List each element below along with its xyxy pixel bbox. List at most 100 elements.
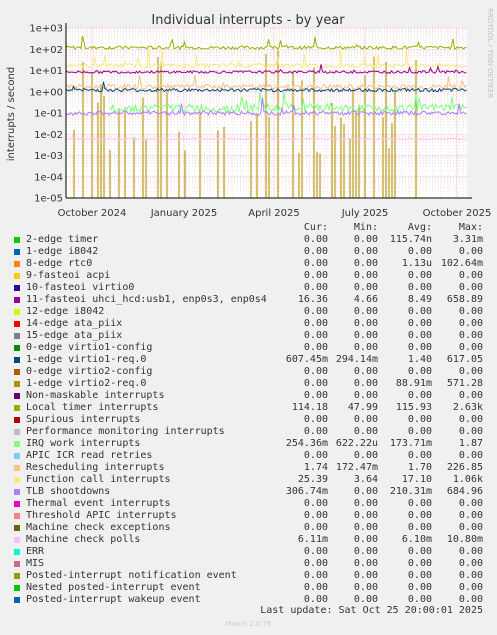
y-tick-label: 1e+03	[29, 24, 63, 35]
legend-avg-value: 6.10m	[401, 534, 432, 545]
legend-max-value: 571.28	[446, 378, 483, 389]
legend-cur-value: 0.00	[303, 594, 328, 605]
legend-label: Non-maskable interrupts	[26, 390, 165, 401]
legend-cur-value: 0.00	[303, 234, 328, 245]
legend-avg-value: 0.00	[407, 594, 432, 605]
legend-label: 8-edge rtc0	[26, 258, 93, 269]
legend-swatch	[14, 561, 20, 567]
x-tick-label: October 2025	[423, 208, 492, 219]
legend-cur-value: 0.00	[303, 558, 328, 569]
legend-cur-value: 0.00	[303, 366, 328, 377]
legend-max-value: 0.00	[458, 558, 483, 569]
legend-min-value: 0.00	[353, 414, 378, 425]
legend-min-value: 0.00	[353, 282, 378, 293]
legend-label: APIC ICR read retries	[26, 450, 153, 461]
legend-row: 1-edge i8042 0.00 0.00 0.00 0.00	[0, 246, 497, 258]
legend-avg-value: 0.00	[407, 366, 432, 377]
legend-max-value: 1.06k	[452, 474, 483, 485]
legend-row: Local timer interrupts 114.18 47.99 115.93 2…	[0, 402, 497, 414]
legend-min-value: 0.00	[353, 510, 378, 521]
legend-cur-value: 0.00	[303, 306, 328, 317]
legend-cur-value: 0.00	[303, 258, 328, 269]
legend-row: Performance monitoring interrupts 0.00 0.0…	[0, 426, 497, 438]
legend-row: Nested posted-interrupt event 0.00 0.00 0.0…	[0, 582, 497, 594]
legend-avg-value: 0.00	[407, 342, 432, 353]
series-line	[65, 81, 467, 93]
y-tick-label: 1e-03	[34, 151, 63, 162]
legend-cur-value: 0.00	[303, 390, 328, 401]
legend-row: 10-fasteoi virtio0 0.00 0.00 0.00 0.00	[0, 282, 497, 294]
legend-row: 12-edge i8042 0.00 0.00 0.00 0.00	[0, 306, 497, 318]
legend-max-value: 617.05	[446, 354, 483, 365]
legend-cur-value: 6.11m	[297, 534, 328, 545]
legend-min-value: 0.00	[353, 258, 378, 269]
legend-min-value: 0.00	[353, 450, 378, 461]
legend-min-value: 0.00	[353, 522, 378, 533]
legend-label: Spurious interrupts	[26, 414, 141, 425]
legend-avg-value: 0.00	[407, 558, 432, 569]
legend-row: Machine check exceptions 0.00 0.00 0.00 0.00	[0, 522, 497, 534]
legend-min-value: 0.00	[353, 570, 378, 581]
legend-max-value: 0.00	[458, 318, 483, 329]
x-tick-label: July 2025	[341, 208, 389, 219]
legend-swatch	[14, 465, 20, 471]
legend-swatch	[14, 237, 20, 243]
legend-max-value: 684.96	[446, 486, 483, 497]
legend-swatch	[14, 321, 20, 327]
legend-row: Threshold APIC interrupts 0.00 0.00 0.00 0.0…	[0, 510, 497, 522]
legend-row: APIC ICR read retries 0.00 0.00 0.00 0.00	[0, 450, 497, 462]
legend-label: Threshold APIC interrupts	[26, 510, 177, 521]
legend-label: 2-edge timer	[26, 234, 99, 245]
legend-row: Posted-interrupt notification event 0.00 0…	[0, 570, 497, 582]
legend-max-value: 0.00	[458, 498, 483, 509]
legend-cur-value: 254.36m	[285, 438, 328, 449]
legend-max-value: 0.00	[458, 246, 483, 257]
legend-swatch	[14, 285, 20, 291]
legend-label: Machine check exceptions	[26, 522, 171, 533]
legend-row: IRQ work interrupts 254.36m 622.22u 173.71m…	[0, 438, 497, 450]
legend-cur-value: 0.00	[303, 498, 328, 509]
series-line	[65, 97, 467, 117]
y-tick-label: 1e+00	[29, 87, 63, 98]
legend-cur-value: 114.18	[291, 402, 328, 413]
x-tick-label: January 2025	[150, 208, 218, 219]
legend-swatch	[14, 429, 20, 435]
legend-max-value: 0.00	[458, 546, 483, 557]
legend-swatch	[14, 309, 20, 315]
chart-title: Individual interrupts - by year	[151, 13, 345, 28]
legend-cur-value: 0.00	[303, 522, 328, 533]
legend-swatch	[14, 297, 20, 303]
legend-swatch	[14, 381, 20, 387]
legend-min-value: 0.00	[353, 582, 378, 593]
legend-min-value: 0.00	[353, 426, 378, 437]
legend-label: Performance monitoring interrupts	[26, 426, 225, 437]
legend-row: MIS 0.00 0.00 0.00 0.00	[0, 558, 497, 570]
y-tick-label: 1e+01	[29, 66, 63, 77]
legend-min-value: 47.99	[347, 402, 378, 413]
legend-cur-value: 1.74	[303, 462, 328, 473]
y-tick-label: 1e-04	[34, 172, 63, 183]
legend-avg-value: 0.00	[407, 570, 432, 581]
watermark: RRDTOOL / TOBI OETIKER	[486, 8, 494, 98]
legend-max-value: 0.00	[458, 450, 483, 461]
y-axis-label: interrupts / second	[6, 67, 17, 161]
legend-swatch	[14, 573, 20, 579]
legend-min-value: 0.00	[353, 594, 378, 605]
legend-max-value: 0.00	[458, 330, 483, 341]
x-tick-label: April 2025	[248, 208, 299, 219]
legend-swatch	[14, 501, 20, 507]
y-tick-label: 1e-01	[34, 109, 63, 120]
legend-max-value: 0.00	[458, 282, 483, 293]
chart: Individual interrupts - by year interrup…	[6, 8, 494, 219]
legend-max-value: 0.00	[458, 510, 483, 521]
max-header: Max:	[458, 222, 483, 233]
legend-min-value: 0.00	[353, 306, 378, 317]
legend-row: ERR 0.00 0.00 0.00 0.00	[0, 546, 497, 558]
legend-swatch	[14, 597, 20, 603]
legend-label: 1-edge virtio2-req.0	[26, 378, 147, 389]
legend-label: 10-fasteoi virtio0	[26, 282, 135, 293]
y-tick-label: 1e-05	[34, 194, 63, 205]
legend-min-value: 0.00	[353, 486, 378, 497]
legend-label: 15-edge ata_piix	[26, 330, 123, 341]
legend-min-value: 0.00	[353, 318, 378, 329]
